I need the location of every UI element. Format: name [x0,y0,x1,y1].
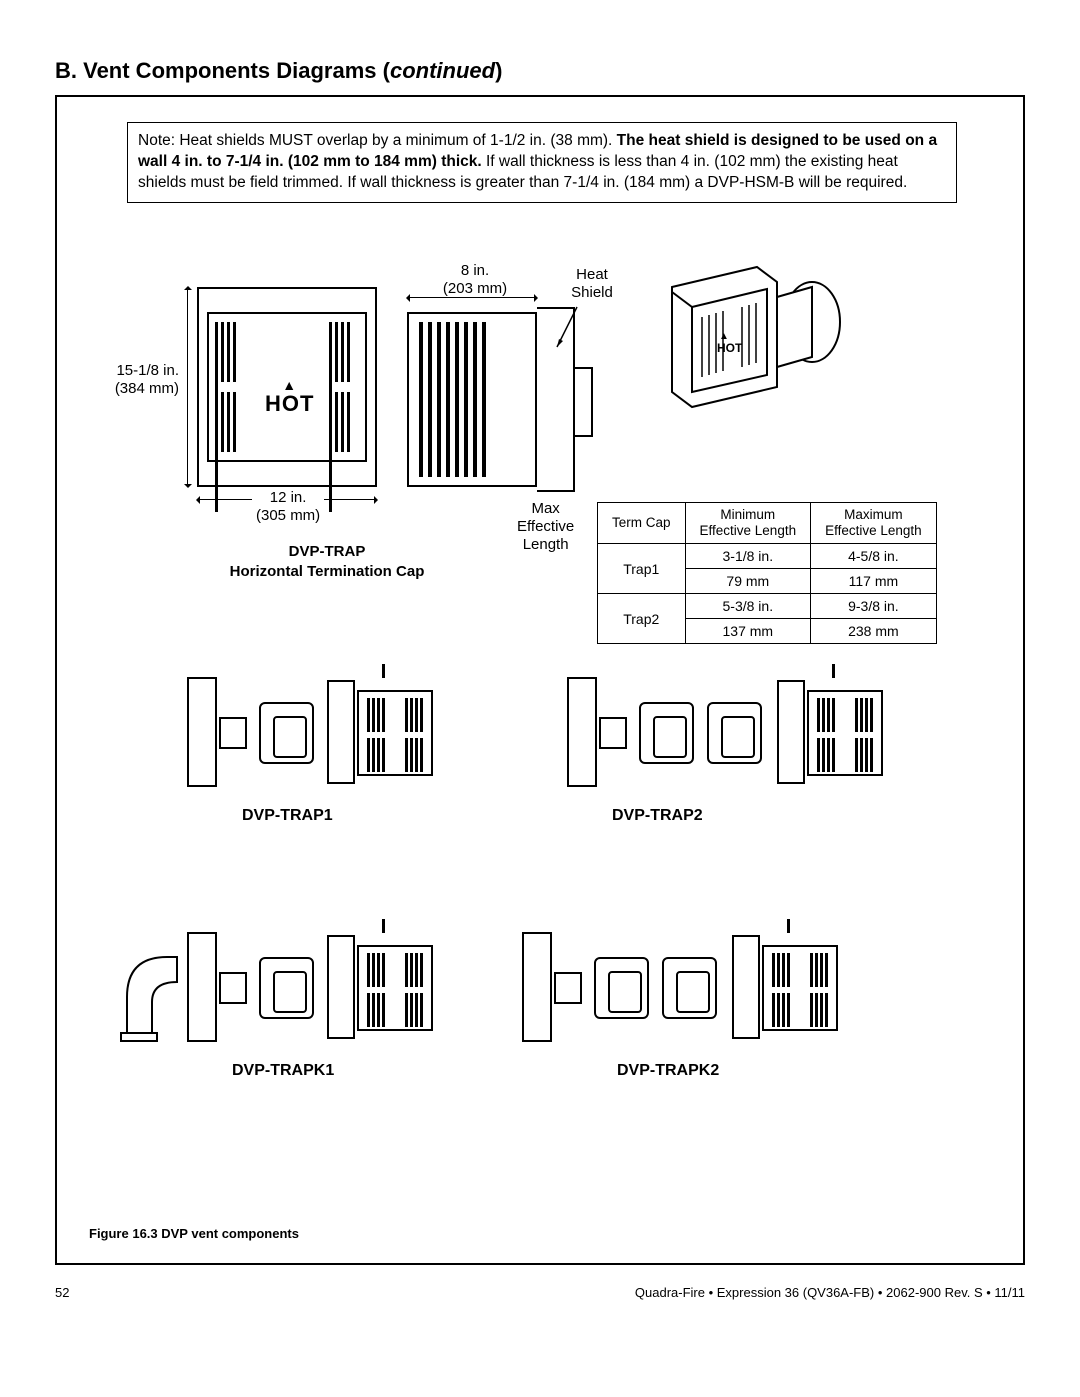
dim-vertical-arrow [187,287,188,487]
table-cell: 238 mm [811,619,937,644]
elbow-icon [117,947,179,1042]
dvp-trapk2-label: DVP-TRAPK2 [617,1062,719,1080]
dvp-trap-caption: DVP-TRAPHorizontal Termination Cap [217,542,437,581]
table-cell: 79 mm [685,569,811,594]
wall-plate-icon [522,932,552,1042]
page-number: 52 [55,1285,69,1300]
table-header-row: Term Cap MinimumEffective Length Maximum… [598,503,937,544]
termination-cap-icon [777,672,887,792]
dvp-trap2-label: DVP-TRAP2 [612,807,703,825]
termination-cap-icon [327,927,437,1047]
front-view-diagram: ▲HOT 15-1/8 in.(384 mm) 12 in.(305 mm) D… [157,277,377,507]
figure-caption: Figure 16.3 DVP vent components [89,1226,299,1241]
heat-shield-leader [557,307,587,347]
stub-icon [219,717,247,749]
wall-plate-icon [187,932,217,1042]
dvp-trap2-diagram [567,672,897,792]
dvp-trapk1-diagram [187,927,447,1047]
pipe-section-icon [639,702,694,764]
dvp-trap1-label: DVP-TRAP1 [242,807,333,825]
table-cell: 5-3/8 in. [685,594,811,619]
table-header: MinimumEffective Length [685,503,811,544]
page-footer: 52 Quadra-Fire • Expression 36 (QV36A-FB… [55,1285,1025,1300]
pipe-section-icon [594,957,649,1019]
footer-text: Quadra-Fire • Expression 36 (QV36A-FB) •… [635,1285,1025,1300]
slat-group [215,392,243,452]
diagram-frame: Note: Heat shields MUST overlap by a min… [55,95,1025,1265]
max-effective-length-label: Max Effective Length [517,500,574,554]
pipe-section-icon [259,702,314,764]
table-row: Trap1 3-1/8 in. 4-5/8 in. [598,544,937,569]
table-cell: 117 mm [811,569,937,594]
heading-main: B. Vent Components Diagrams ( [55,58,390,83]
stub-icon [599,717,627,749]
table-row: Trap2 5-3/8 in. 9-3/8 in. [598,594,937,619]
dvp-trapk2-diagram [522,927,852,1047]
svg-text:▲: ▲ [719,331,729,342]
dim-depth-text: 8 in.(203 mm) [425,262,525,298]
spec-table: Term Cap MinimumEffective Length Maximum… [597,502,937,644]
table-header: MaximumEffective Length [811,503,937,544]
slat-group [215,322,243,382]
table-header: Term Cap [598,503,686,544]
heat-shield-label: Heat Shield [567,266,617,302]
side-slats [419,322,499,477]
table-cell: 3-1/8 in. [685,544,811,569]
hot-label: ▲HOT [265,377,314,417]
wall-plate-icon [187,677,217,787]
dvp-trap1-diagram [187,672,447,792]
stub-icon [219,972,247,1004]
note-lead: Note: Heat shields MUST overlap by a min… [138,132,617,149]
dim-height-text: 15-1/8 in.(384 mm) [109,362,179,398]
slat-group [329,322,357,382]
heading-continued: continued [390,58,495,83]
isometric-view-diagram: HOT ▲ [647,257,857,437]
section-heading: B. Vent Components Diagrams (continued) [55,58,502,84]
table-cell: 137 mm [685,619,811,644]
stub-icon [554,972,582,1004]
note-box: Note: Heat shields MUST overlap by a min… [127,122,957,203]
wall-plate-icon [567,677,597,787]
dim-width-text: 12 in.(305 mm) [252,489,324,525]
iso-hot-text: HOT [717,341,743,355]
side-view-diagram: 8 in.(203 mm) Heat Shield Max Effective … [397,262,617,522]
dim-depth-arrow [407,297,537,298]
slat-group [329,392,357,452]
table-cell: Trap2 [598,594,686,644]
table-cell: 4-5/8 in. [811,544,937,569]
termination-cap-icon [732,927,842,1047]
table-cell: Trap1 [598,544,686,594]
heading-close: ) [495,58,502,83]
pipe-section-icon [259,957,314,1019]
pipe-section-icon [707,702,762,764]
dvp-trapk1-label: DVP-TRAPK1 [232,1062,334,1080]
termination-cap-icon [327,672,437,792]
table-cell: 9-3/8 in. [811,594,937,619]
pipe-section-icon [662,957,717,1019]
